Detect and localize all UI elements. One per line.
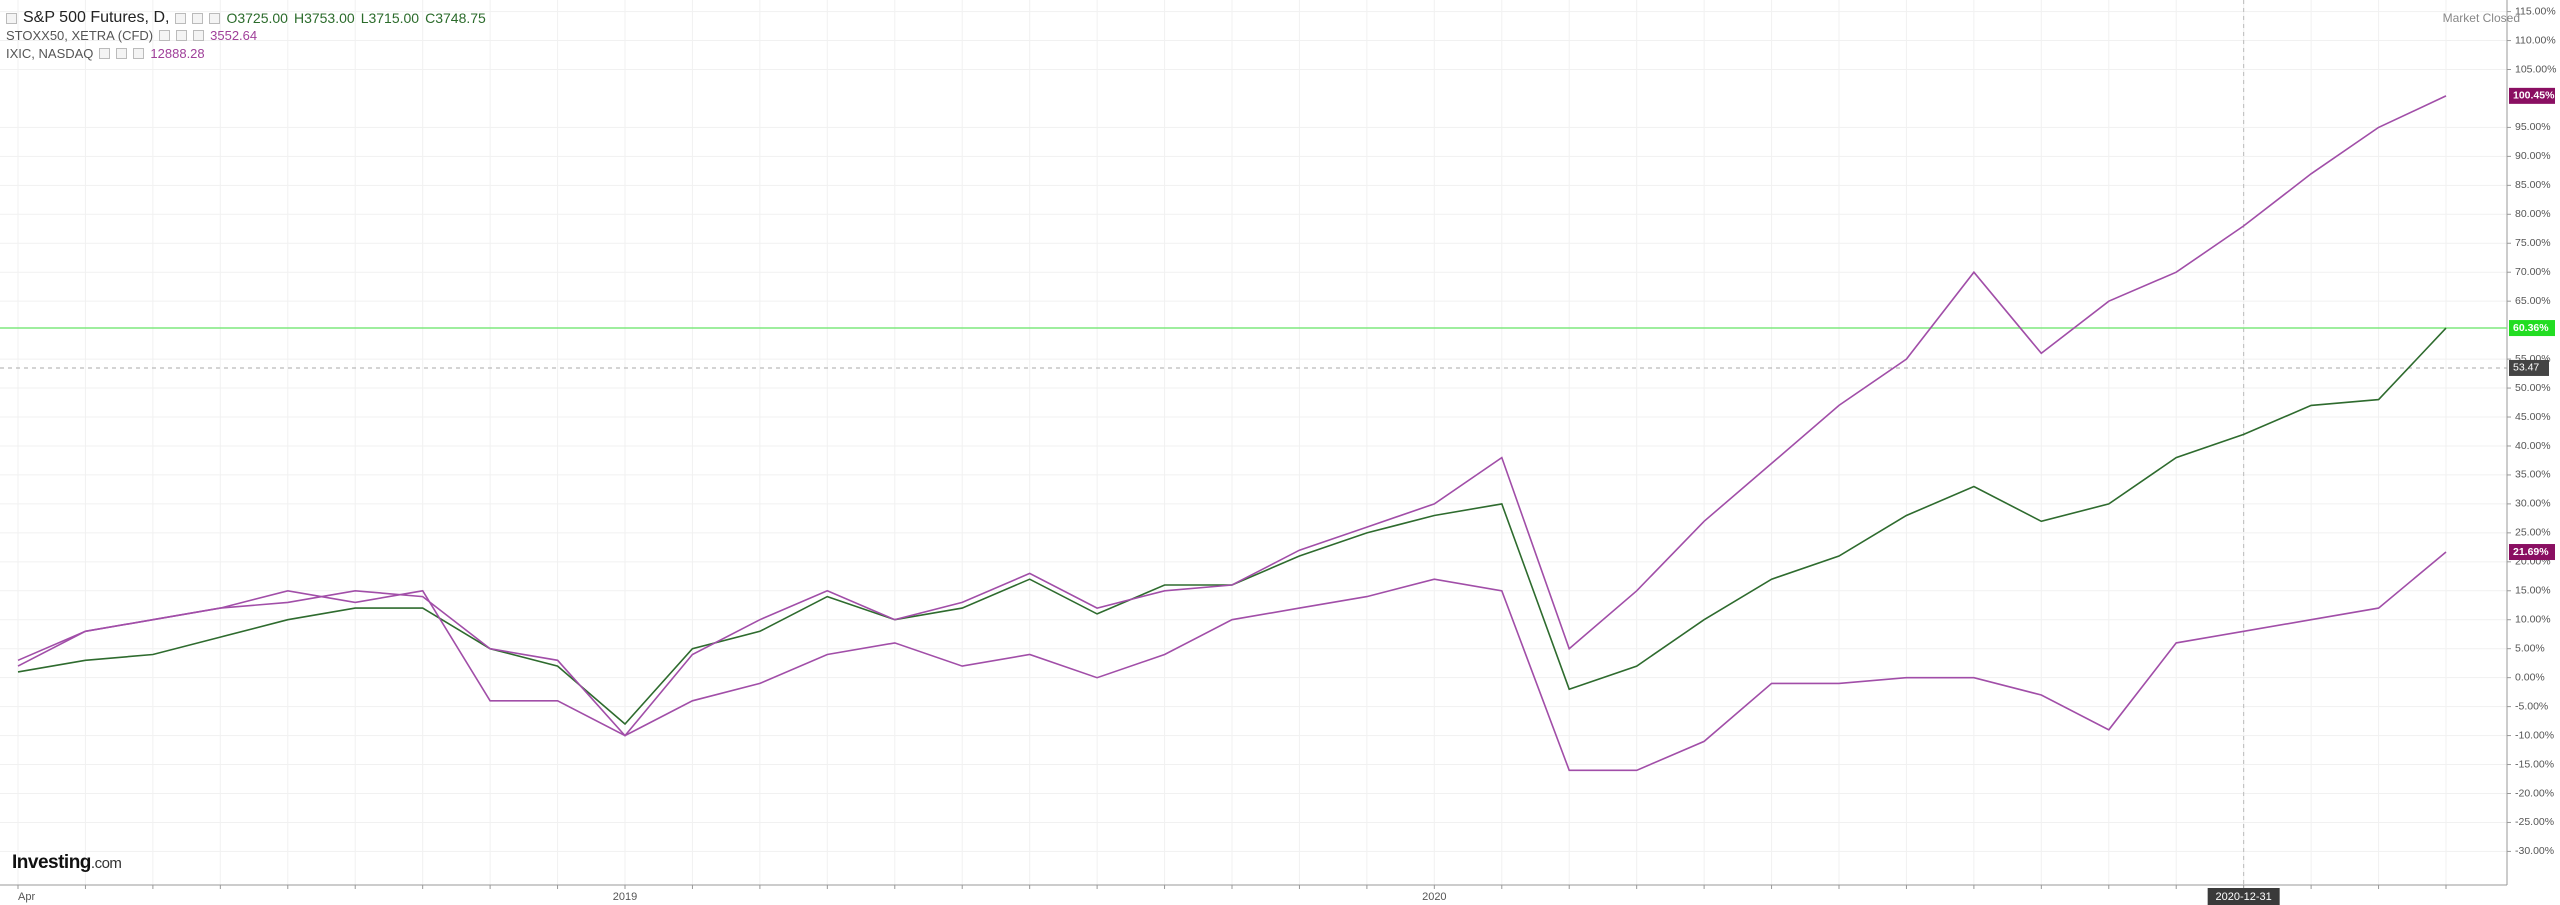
main-legend: S&P 500 Futures, D, O3725.00 H3753.00 L3…: [6, 9, 486, 27]
y-tick-label: -20.00%: [2515, 787, 2554, 799]
legend-value: 3552.64: [210, 28, 258, 43]
series-line: [17, 551, 2447, 772]
y-tick-label: 10.00%: [2515, 614, 2551, 626]
y-tick-label: 35.00%: [2515, 469, 2551, 481]
ohlc: L3715.00: [361, 10, 419, 26]
y-tick-label: 25.00%: [2515, 527, 2551, 539]
y-tick-label: 65.00%: [2515, 295, 2551, 307]
y-tick-label: -5.00%: [2515, 700, 2548, 712]
y-tick-label: 40.00%: [2515, 440, 2551, 452]
ohlc-key: L: [360, 10, 369, 26]
icon[interactable]: [116, 48, 128, 59]
y-tick-label: 15.00%: [2515, 585, 2551, 597]
y-tick-label: 105.00%: [2515, 63, 2556, 75]
value-label-box: [2509, 320, 2555, 337]
legend-value: 12888.28: [150, 46, 205, 61]
y-tick-label: 95.00%: [2515, 121, 2551, 133]
y-tick-label: 110.00%: [2515, 34, 2556, 46]
crosshair-y-label: 53.47: [2513, 362, 2539, 374]
market-status: Market Closed: [2442, 11, 2520, 25]
ohlc-value: 3715.00: [368, 10, 420, 26]
ohlc-key: H: [293, 10, 305, 26]
value-label: 21.69%: [2513, 546, 2549, 558]
ohlc-key: O: [226, 10, 238, 26]
y-tick-label: 0.00%: [2515, 671, 2545, 683]
y-tick-label: 115.00%: [2515, 5, 2556, 17]
y-tick-label: 80.00%: [2515, 208, 2551, 220]
crosshair-x-label: 2020-12-31: [2216, 891, 2272, 903]
y-tick-label: -15.00%: [2515, 758, 2554, 770]
y-tick-label: -30.00%: [2515, 845, 2554, 857]
crosshair-y-box: [2509, 359, 2549, 376]
y-tick-label: 45.00%: [2515, 411, 2551, 423]
ohlc-value: 3753.00: [304, 10, 355, 26]
y-tick-label: 85.00%: [2515, 179, 2551, 191]
value-label-box: [2509, 87, 2555, 104]
y-tick-label: 70.00%: [2515, 266, 2551, 278]
icon[interactable]: [176, 30, 188, 41]
y-tick-label: 75.00%: [2515, 237, 2551, 249]
y-tick-label: -10.00%: [2515, 729, 2554, 741]
logo-brand: Investing: [12, 852, 91, 873]
value-label: 100.45%: [2513, 90, 2555, 102]
legend-entry: IXIC, NASDAQ 12888.28: [6, 46, 205, 61]
icon[interactable]: [175, 12, 187, 24]
y-tick-label: 90.00%: [2515, 150, 2551, 162]
legend-entry: STOXX50, XETRA (CFD) 3552.64: [6, 28, 257, 43]
y-tick-label: 5.00%: [2515, 642, 2545, 654]
y-tick-label: -25.00%: [2515, 816, 2554, 828]
logo: Investing.com: [12, 852, 122, 874]
icon[interactable]: [159, 30, 171, 41]
ohlc-value: 3725.00: [237, 10, 288, 26]
icon[interactable]: [193, 30, 205, 41]
icon[interactable]: [209, 12, 221, 24]
legend-label: IXIC, NASDAQ: [6, 46, 94, 61]
series-line: [17, 95, 2447, 737]
legend-label: STOXX50, XETRA (CFD): [6, 28, 154, 43]
ohlc-value: 3748.75: [435, 10, 486, 26]
collapse-icon[interactable]: [6, 12, 17, 24]
icon[interactable]: [133, 48, 145, 59]
symbol: S&P 500 Futures, D,: [23, 9, 170, 26]
ohlc: C3748.75: [425, 10, 486, 26]
value-label-box: [2509, 544, 2555, 561]
ohlc-key: C: [425, 10, 436, 26]
y-tick-label: 50.00%: [2515, 382, 2551, 394]
x-tick-label: Apr: [18, 891, 35, 903]
icon[interactable]: [192, 12, 204, 24]
ohlc: H3753.00: [294, 10, 355, 26]
logo-domain: .com: [90, 855, 122, 872]
crosshair-x-box: [2207, 888, 2280, 905]
ohlc: O3725.00: [226, 10, 288, 26]
y-tick-label: 30.00%: [2515, 498, 2551, 510]
x-tick-label: 2020: [1422, 891, 1446, 903]
x-tick-label: 2019: [613, 891, 637, 903]
icon[interactable]: [99, 48, 111, 59]
value-label: 60.36%: [2513, 322, 2549, 334]
